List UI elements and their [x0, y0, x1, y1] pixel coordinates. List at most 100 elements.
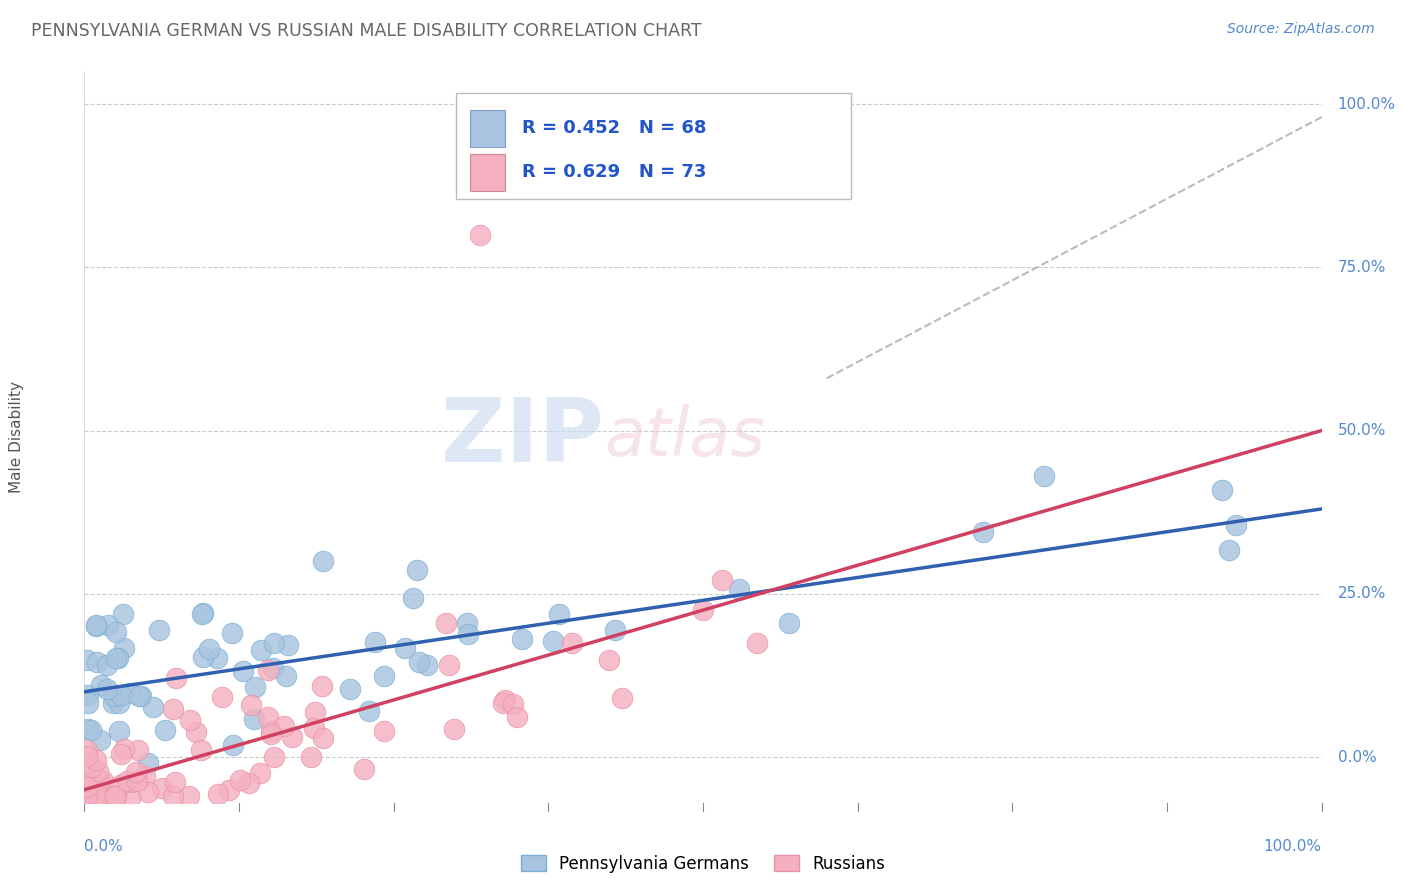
Point: [598, 653, 620, 667]
Point: [118, 686, 141, 700]
Text: 50.0%: 50.0%: [1337, 423, 1386, 438]
Point: [142, 699, 165, 714]
Point: [107, 696, 129, 710]
Point: [1218, 543, 1240, 558]
Point: [190, 742, 212, 756]
Point: [103, 690, 125, 704]
Point: [510, 632, 533, 647]
Point: [443, 722, 465, 736]
Point: [105, 789, 128, 804]
Point: [239, 698, 262, 712]
Point: [77, 688, 100, 702]
Point: [221, 626, 243, 640]
Point: [402, 591, 425, 606]
Point: [541, 633, 564, 648]
Point: [103, 789, 125, 804]
Point: [162, 789, 184, 804]
Point: [778, 616, 800, 631]
Point: [353, 763, 375, 777]
Point: [1225, 517, 1247, 532]
Point: [111, 607, 134, 621]
Point: [153, 723, 176, 737]
Point: [502, 697, 524, 711]
Point: [101, 696, 124, 710]
Point: [276, 669, 298, 683]
Point: [179, 713, 201, 727]
Point: [1211, 483, 1233, 498]
Point: [80, 723, 103, 737]
Point: [77, 722, 100, 736]
Point: [605, 623, 627, 637]
Point: [84, 619, 107, 633]
Point: [373, 723, 395, 738]
Point: [249, 765, 271, 780]
Text: 100.0%: 100.0%: [1264, 838, 1322, 854]
Point: [115, 773, 138, 788]
Text: PENNSYLVANIA GERMAN VS RUSSIAN MALE DISABILITY CORRELATION CHART: PENNSYLVANIA GERMAN VS RUSSIAN MALE DISA…: [31, 22, 702, 40]
Text: R = 0.452   N = 68: R = 0.452 N = 68: [523, 120, 707, 137]
Point: [76, 780, 98, 795]
Point: [491, 696, 513, 710]
Point: [90, 678, 112, 692]
Point: [373, 669, 395, 683]
Point: [205, 651, 228, 665]
Point: [76, 696, 98, 710]
Point: [110, 688, 132, 702]
Point: [82, 789, 104, 804]
Point: [80, 760, 103, 774]
Point: [128, 690, 150, 704]
Point: [394, 640, 416, 655]
Text: 0.0%: 0.0%: [1337, 749, 1376, 764]
Point: [415, 658, 437, 673]
Point: [245, 680, 267, 694]
Point: [277, 638, 299, 652]
Point: [548, 607, 571, 621]
Point: [357, 704, 380, 718]
Point: [84, 789, 107, 804]
Point: [105, 651, 128, 665]
Point: [263, 750, 285, 764]
Point: [457, 627, 479, 641]
Text: Male Disability: Male Disability: [8, 381, 24, 493]
Bar: [471, 154, 505, 191]
Point: [97, 617, 120, 632]
Point: [96, 681, 118, 696]
Point: [408, 655, 430, 669]
Point: [127, 774, 149, 789]
Point: [1033, 468, 1056, 483]
Point: [191, 607, 214, 621]
Point: [406, 563, 429, 577]
Point: [256, 663, 278, 677]
Point: [107, 724, 129, 739]
Point: [108, 778, 131, 792]
Point: [207, 787, 229, 801]
Text: Source: ZipAtlas.com: Source: ZipAtlas.com: [1227, 22, 1375, 37]
Point: [107, 651, 129, 665]
Point: [120, 789, 142, 804]
Point: [184, 725, 207, 739]
Point: [198, 642, 221, 657]
Point: [612, 691, 634, 706]
Point: [312, 553, 335, 567]
Point: [138, 785, 160, 799]
Point: [76, 789, 98, 804]
Point: [692, 602, 714, 616]
Point: [76, 749, 98, 764]
Point: [112, 742, 135, 756]
Point: [260, 724, 283, 739]
Point: [91, 773, 114, 788]
Point: [242, 712, 264, 726]
Point: [311, 679, 333, 693]
Point: [299, 750, 322, 764]
Point: [104, 625, 127, 640]
Point: [86, 655, 108, 669]
Point: [177, 789, 200, 804]
Point: [127, 743, 149, 757]
Point: [162, 702, 184, 716]
Point: [218, 783, 240, 797]
Bar: [471, 110, 505, 146]
Point: [364, 635, 387, 649]
Point: [148, 623, 170, 637]
Point: [136, 756, 159, 771]
Point: [112, 640, 135, 655]
